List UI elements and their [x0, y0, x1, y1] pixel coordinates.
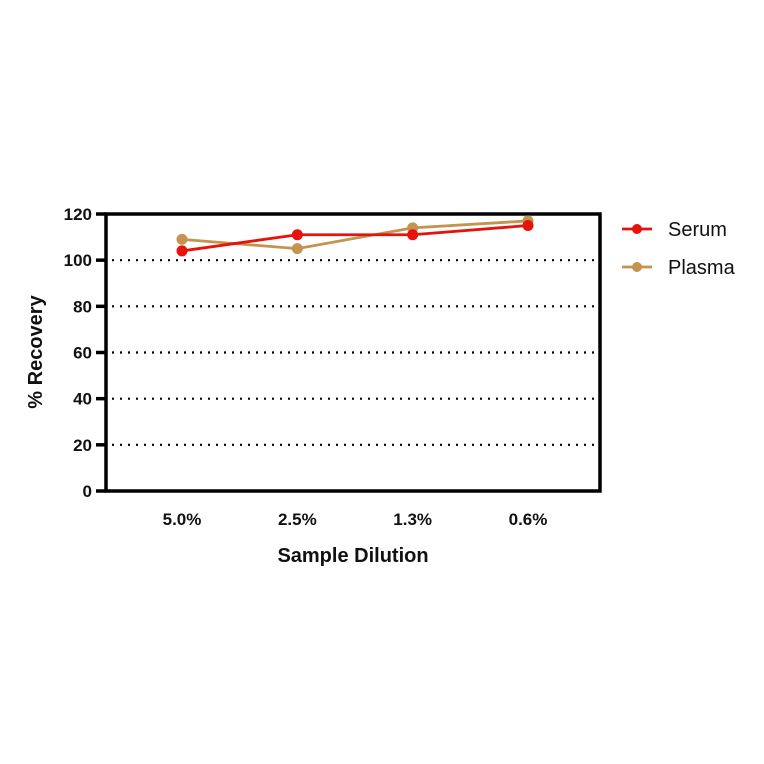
- y-tick-label: 60: [73, 344, 92, 363]
- data-point: [176, 233, 188, 245]
- legend: Serum Plasma: [622, 219, 736, 279]
- data-point: [291, 229, 303, 241]
- x-axis: 5.0% 2.5% 1.3% 0.6%: [163, 510, 548, 529]
- y-tick-label: 40: [73, 390, 92, 409]
- y-axis-label: % Recovery: [25, 294, 47, 408]
- legend-label: Plasma: [668, 257, 736, 279]
- y-tick-label: 20: [73, 436, 92, 455]
- x-tick-label: 5.0%: [163, 510, 202, 529]
- x-axis-label: Sample Dilution: [277, 545, 428, 567]
- legend-marker: [632, 262, 642, 272]
- y-tick-label: 0: [83, 482, 92, 501]
- data-point: [291, 243, 303, 255]
- legend-marker: [632, 224, 642, 234]
- x-tick-label: 0.6%: [509, 510, 548, 529]
- series-line-serum: [181, 224, 529, 253]
- y-tick-label: 120: [64, 205, 92, 224]
- y-tick-label: 80: [73, 297, 92, 316]
- data-point: [522, 220, 534, 232]
- gridlines: [112, 259, 596, 446]
- data-point: [176, 245, 188, 257]
- y-tick-label: 100: [64, 251, 92, 270]
- y-axis: 0 20 40 60 80 100 120: [64, 205, 106, 501]
- data-series: [176, 215, 534, 257]
- data-point: [407, 229, 419, 241]
- x-tick-label: 2.5%: [278, 510, 317, 529]
- x-tick-label: 1.3%: [393, 510, 432, 529]
- legend-label: Serum: [668, 219, 727, 241]
